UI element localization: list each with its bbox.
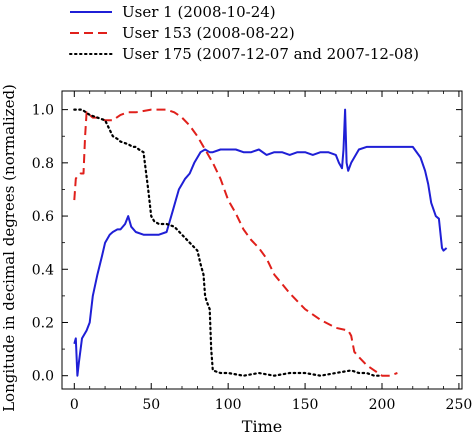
y-axis-label: Longitude in decimal degrees (normalized… [0,84,18,412]
legend-label-1: User 1 (2008-10-24) [122,3,276,21]
x-tick-label: 50 [142,397,160,413]
y-tick-label: 0.0 [32,369,54,385]
series-line-1 [73,108,448,377]
y-tick-label: 0.2 [32,315,54,331]
series-line-2 [73,108,398,377]
legend-label-2: User 153 (2008-08-22) [122,24,295,42]
x-tick-label: 250 [446,397,473,413]
legend: User 1 (2008-10-24) User 153 (2008-08-22)… [69,3,419,63]
y-tick-label: 1.0 [32,103,54,119]
y-tick-label: 0.4 [32,262,54,278]
x-tick-label: 200 [369,397,396,413]
x-axis-label: Time [242,417,282,436]
axis-ticks: 0 50 100 150 200 250 0.0 0.2 0.4 0.6 0.8 1.0 [32,91,473,413]
x-tick-label: 100 [215,397,242,413]
plot-frame [61,90,463,390]
series-layer [73,108,448,377]
x-tick-label: 0 [70,397,79,413]
series-line-3 [73,108,384,377]
y-tick-label: 0.6 [32,209,54,225]
x-tick-label: 150 [292,397,319,413]
legend-label-3: User 175 (2007-12-07 and 2007-12-08) [122,45,419,63]
y-tick-label: 0.8 [32,156,54,172]
